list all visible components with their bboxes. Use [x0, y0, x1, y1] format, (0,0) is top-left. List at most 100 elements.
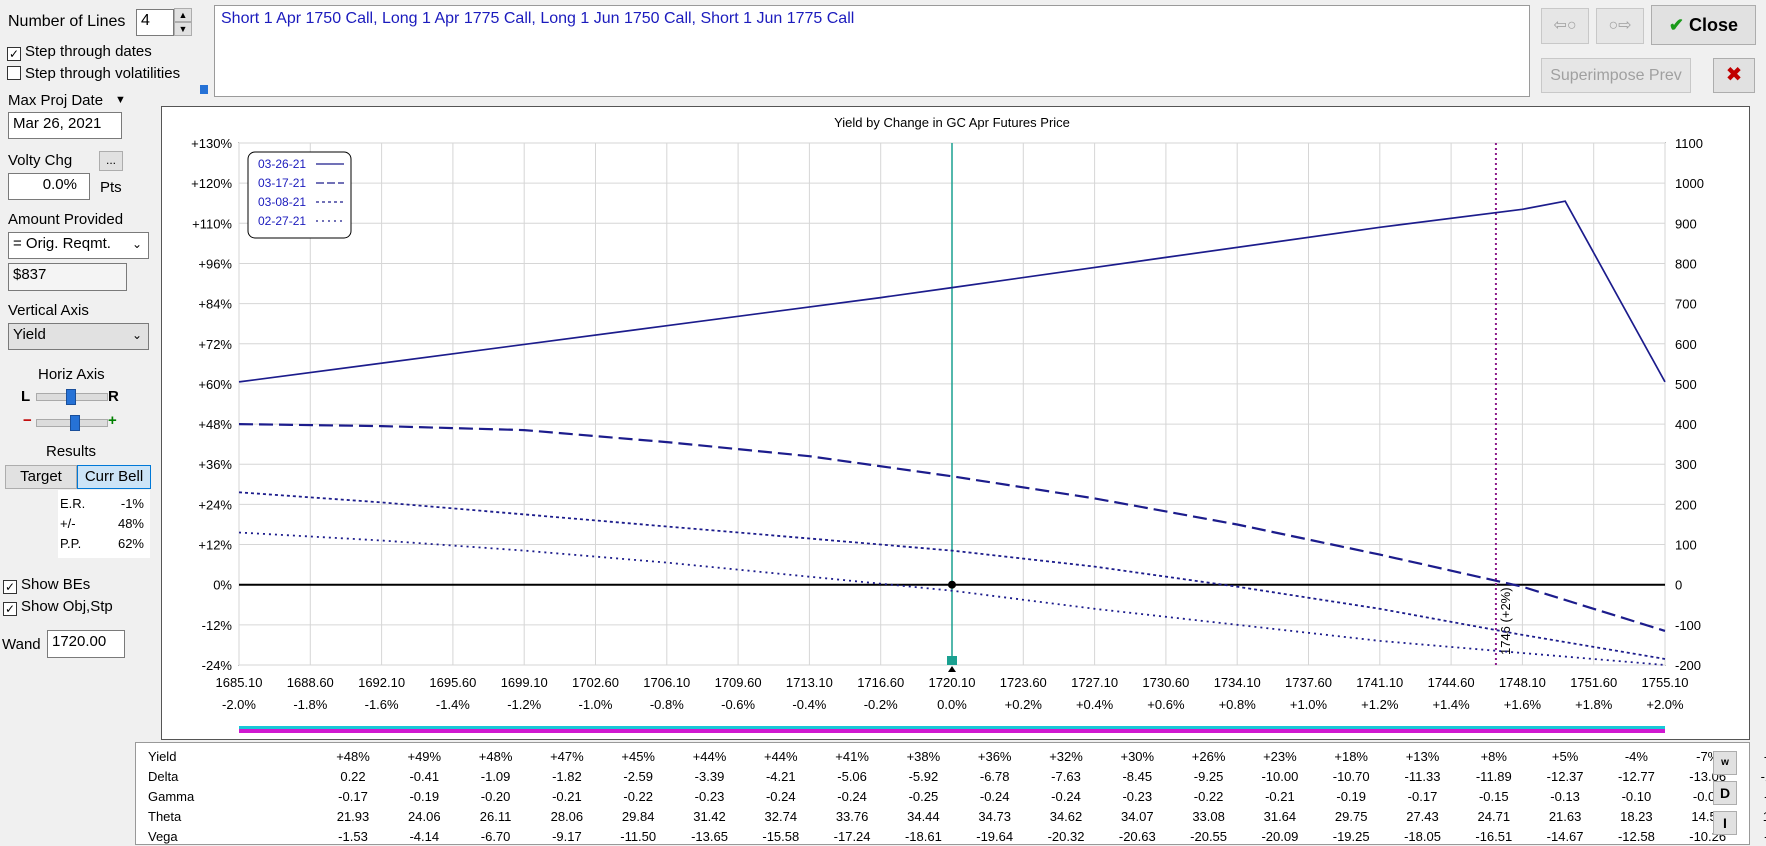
table-cell: -12%	[1744, 749, 1766, 764]
table-cell: -13.26	[1760, 769, 1766, 784]
table-side-button[interactable]: w	[1713, 751, 1737, 775]
y-left-tick-label: +130%	[191, 136, 232, 151]
x-tick-label: 1734.10	[1214, 675, 1261, 690]
wand-input[interactable]: 1720.00	[47, 630, 125, 658]
max-proj-date-input[interactable]: Mar 26, 2021	[8, 112, 122, 139]
table-cell: -7.79	[1744, 829, 1766, 844]
previous-button[interactable]: ⇦○	[1541, 8, 1589, 44]
table-cell: 26.11	[479, 809, 512, 824]
wand-zero-point	[948, 580, 956, 589]
color-bar-magenta	[239, 729, 1665, 733]
max-proj-label[interactable]: Max Proj Date	[8, 92, 104, 109]
table-cell: +5%	[1551, 749, 1579, 764]
greeks-table-panel: Yield +48% +49% +48% +47% +45% +44% +44% +41% +38…	[135, 742, 1766, 845]
table-cell: -0.25	[908, 789, 939, 804]
horiz-right-label: R	[108, 388, 119, 405]
chevron-down-icon[interactable]: ▼	[115, 94, 126, 106]
table-cell: -0.21	[1265, 789, 1295, 804]
num-lines-up-button[interactable]: ▲	[174, 8, 192, 22]
vertical-axis-value: Yield	[13, 326, 46, 343]
step-vols-checkbox[interactable]: Step through volatilities	[7, 65, 180, 82]
x-tick-label: 1720.10	[929, 675, 976, 690]
table-cell: -11.89	[1475, 769, 1512, 784]
table-cell: -20.63	[1118, 829, 1156, 844]
series-line-03-08-21[interactable]	[238, 491, 1666, 660]
next-button[interactable]: ○⇨	[1596, 8, 1644, 44]
num-lines-down-button[interactable]: ▼	[174, 22, 192, 36]
cancel-icon[interactable]: ✖	[1713, 58, 1755, 93]
table-side-button[interactable]: I	[1713, 811, 1737, 835]
table-cell: -12.37	[1546, 769, 1584, 784]
y-left-tick-label: 0%	[213, 578, 232, 593]
table-cell: 33.08	[1192, 809, 1225, 824]
table-cell: -7.63	[1051, 769, 1081, 784]
table-cell: -16.51	[1475, 829, 1513, 844]
curr-bell-button[interactable]: Curr Bell	[77, 465, 151, 489]
show-objstp-label: Show Obj,Stp	[21, 598, 113, 615]
target-button[interactable]: Target	[5, 465, 77, 489]
y-right-tick-label: 1000	[1675, 176, 1704, 191]
zoom-slider-thumb[interactable]	[70, 415, 80, 431]
table-cell: +44%	[763, 749, 798, 764]
table-side-button[interactable]: D	[1713, 781, 1737, 805]
chart-panel: Yield by Change in GC Apr Futures Price 1…	[161, 106, 1750, 740]
vol-slider-thumb[interactable]	[200, 85, 208, 94]
table-cell: 21.93	[336, 809, 370, 824]
legend-label: 03-17-21	[258, 176, 306, 190]
series-line-03-26-21[interactable]	[238, 200, 1666, 383]
num-lines-input[interactable]: 4	[136, 9, 174, 36]
x-pct-tick-label: +0.8%	[1219, 697, 1257, 712]
volty-chg-label: Volty Chg	[8, 152, 73, 169]
close-button[interactable]: ✔ Close	[1651, 5, 1756, 45]
chart-title: Yield by Change in GC Apr Futures Price	[834, 115, 1070, 130]
y-right-tick-label: 800	[1675, 256, 1697, 271]
table-row-label: Delta	[148, 769, 179, 784]
table-cell: -0.20	[480, 789, 511, 804]
step-vols-check[interactable]	[7, 66, 21, 80]
show-objstp-check[interactable]: ✓	[3, 602, 17, 616]
legend-label: 03-08-21	[258, 195, 306, 209]
x-tick-label: 1716.60	[857, 675, 904, 690]
step-dates-check[interactable]: ✓	[7, 47, 21, 61]
series-line-02-27-21[interactable]	[238, 531, 1666, 666]
table-cell: +26%	[1191, 749, 1226, 764]
table-cell: -5.92	[908, 769, 939, 784]
table-cell: 27.43	[1406, 809, 1439, 824]
step-dates-checkbox[interactable]: ✓ Step through dates	[7, 43, 152, 61]
horiz-axis-slider-thumb[interactable]	[66, 389, 76, 405]
vertical-axis-select[interactable]: Yield ⌄	[8, 323, 149, 350]
superimpose-prev-button[interactable]: Superimpose Prev	[1541, 58, 1691, 93]
table-cell: -10.00	[1261, 769, 1299, 784]
table-cell: -4.14	[409, 829, 440, 844]
x-pct-tick-label: -1.8%	[293, 697, 327, 712]
table-cell: -1.53	[338, 829, 368, 844]
amount-provided-select[interactable]: = Orig. Reqmt. ⌄	[8, 232, 149, 259]
x-pct-tick-label: +0.4%	[1076, 697, 1114, 712]
amount-provided-value: = Orig. Reqmt.	[13, 235, 111, 252]
num-lines-label: Number of Lines	[8, 13, 126, 30]
x-pct-tick-label: +1.8%	[1575, 697, 1613, 712]
strategy-description[interactable]: Short 1 Apr 1750 Call, Long 1 Apr 1775 C…	[214, 5, 1530, 97]
x-tick-label: 1751.60	[1570, 675, 1617, 690]
table-cell: 34.73	[978, 809, 1011, 824]
table-cell: -14.67	[1546, 829, 1584, 844]
show-bes-checkbox[interactable]: ✓ Show BEs	[3, 576, 90, 594]
show-objstp-checkbox[interactable]: ✓ Show Obj,Stp	[3, 598, 113, 616]
x-tick-label: 1706.10	[643, 675, 690, 690]
volty-options-button[interactable]: ...	[99, 151, 123, 171]
table-cell: -19.25	[1332, 829, 1370, 844]
result-er-key: E.R.	[60, 496, 86, 511]
yield-chart[interactable]: Yield by Change in GC Apr Futures Price 1…	[162, 107, 1749, 739]
volty-chg-input[interactable]: 0.0%	[8, 173, 90, 200]
x-pct-tick-label: +2.0%	[1646, 697, 1684, 712]
close-label: Close	[1689, 15, 1739, 35]
table-cell: 24.06	[408, 809, 441, 824]
table-cell: -20.55	[1190, 829, 1228, 844]
wand-marker[interactable]	[947, 656, 957, 665]
y-left-tick-label: -24%	[202, 658, 233, 673]
show-bes-check[interactable]: ✓	[3, 580, 17, 594]
table-cell: -0.13	[1550, 789, 1580, 804]
x-pct-tick-label: -1.6%	[365, 697, 399, 712]
check-icon: ✔	[1668, 15, 1685, 35]
table-cell: -9.17	[552, 829, 582, 844]
